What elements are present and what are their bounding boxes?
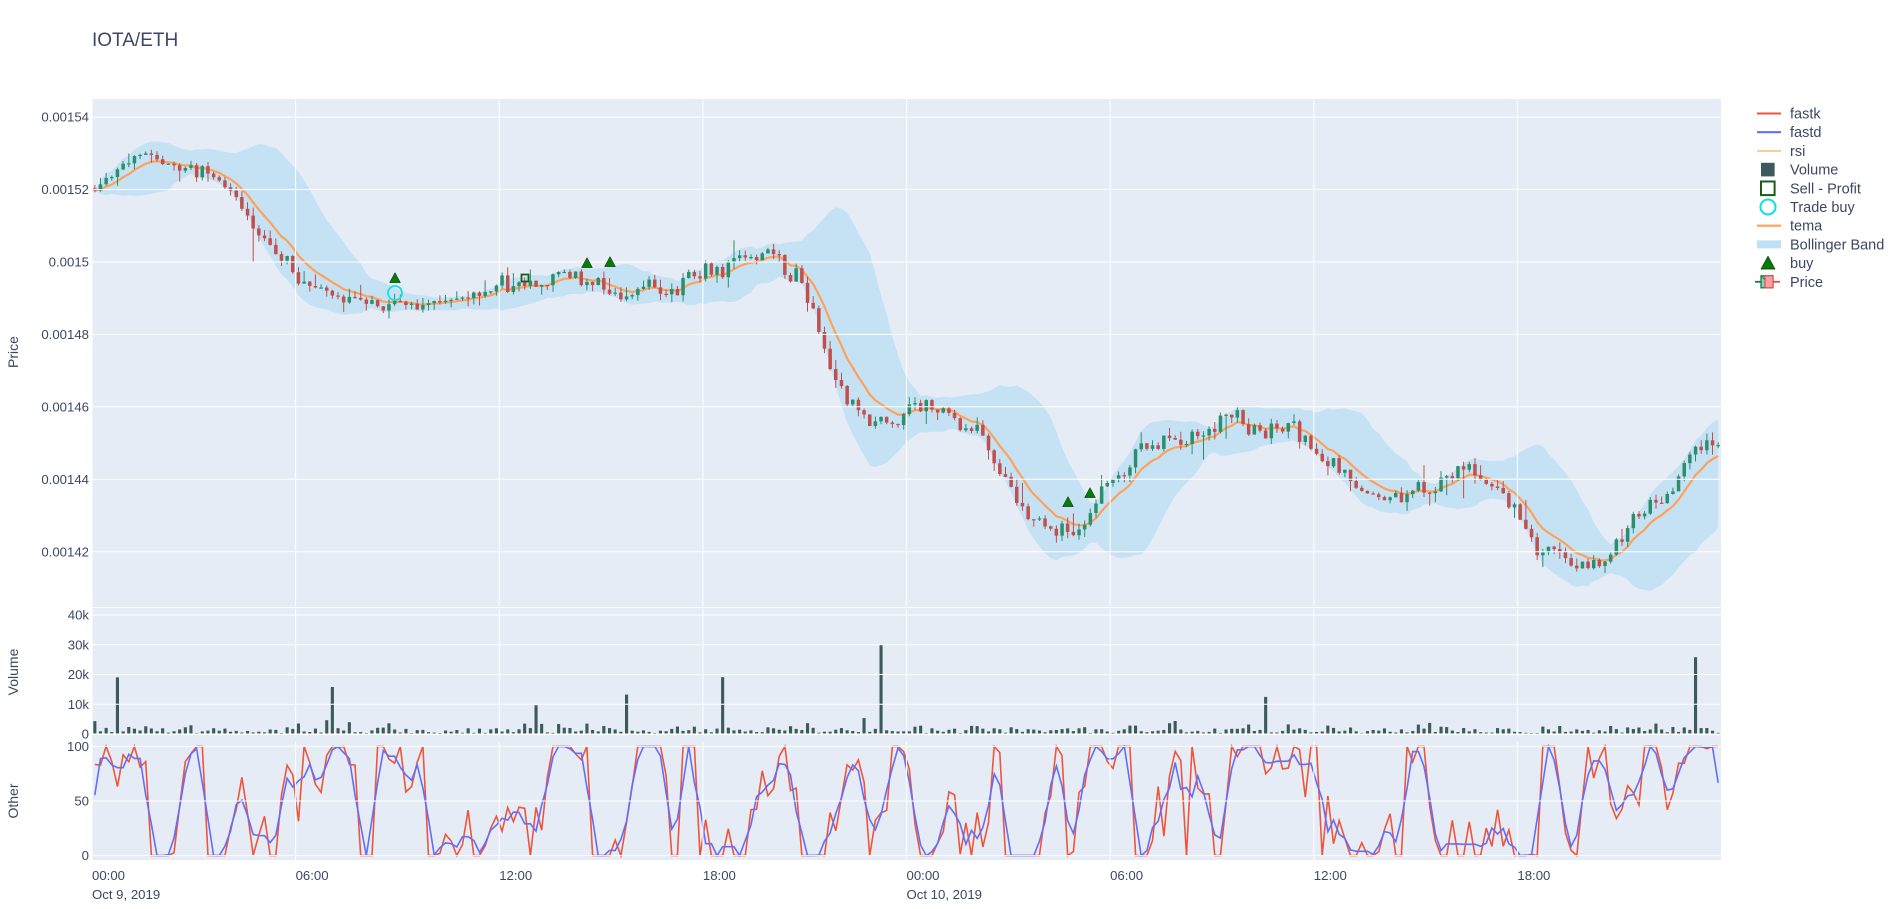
svg-text:rsi: rsi [1790, 144, 1805, 160]
svg-text:0.00148: 0.00148 [41, 327, 89, 342]
svg-text:100: 100 [67, 739, 89, 754]
svg-text:10k: 10k [68, 697, 90, 712]
svg-text:Other: Other [5, 783, 21, 818]
svg-text:buy: buy [1790, 256, 1814, 272]
svg-text:Oct 9, 2019: Oct 9, 2019 [92, 887, 160, 902]
svg-text:12:00: 12:00 [499, 868, 532, 883]
svg-text:0.00146: 0.00146 [41, 399, 89, 414]
svg-text:0.0015: 0.0015 [49, 255, 89, 270]
svg-text:30k: 30k [68, 637, 90, 652]
svg-text:0: 0 [82, 848, 89, 863]
svg-text:fastk: fastk [1790, 107, 1821, 123]
svg-text:Oct 10, 2019: Oct 10, 2019 [907, 887, 983, 902]
svg-text:06:00: 06:00 [296, 868, 329, 883]
svg-text:Sell - Profit: Sell - Profit [1790, 181, 1861, 197]
svg-text:0.00154: 0.00154 [41, 110, 89, 125]
svg-text:Bollinger Band: Bollinger Band [1790, 237, 1884, 253]
svg-text:tema: tema [1790, 219, 1823, 235]
svg-text:18:00: 18:00 [703, 868, 736, 883]
svg-text:18:00: 18:00 [1517, 868, 1550, 883]
svg-text:fastd: fastd [1790, 125, 1821, 141]
svg-text:12:00: 12:00 [1314, 868, 1347, 883]
svg-text:00:00: 00:00 [92, 868, 125, 883]
svg-text:40k: 40k [68, 608, 90, 623]
svg-text:Price: Price [5, 336, 21, 368]
svg-text:0.00142: 0.00142 [41, 544, 89, 559]
svg-text:Price: Price [1790, 275, 1823, 291]
svg-text:0.00144: 0.00144 [41, 472, 89, 487]
svg-text:50: 50 [74, 794, 89, 809]
svg-text:0.00152: 0.00152 [41, 182, 89, 197]
svg-text:Volume: Volume [5, 648, 21, 695]
svg-text:00:00: 00:00 [907, 868, 940, 883]
svg-text:Volume: Volume [1790, 163, 1838, 179]
svg-text:06:00: 06:00 [1110, 868, 1143, 883]
svg-text:20k: 20k [68, 667, 90, 682]
svg-text:Trade buy: Trade buy [1790, 200, 1855, 216]
